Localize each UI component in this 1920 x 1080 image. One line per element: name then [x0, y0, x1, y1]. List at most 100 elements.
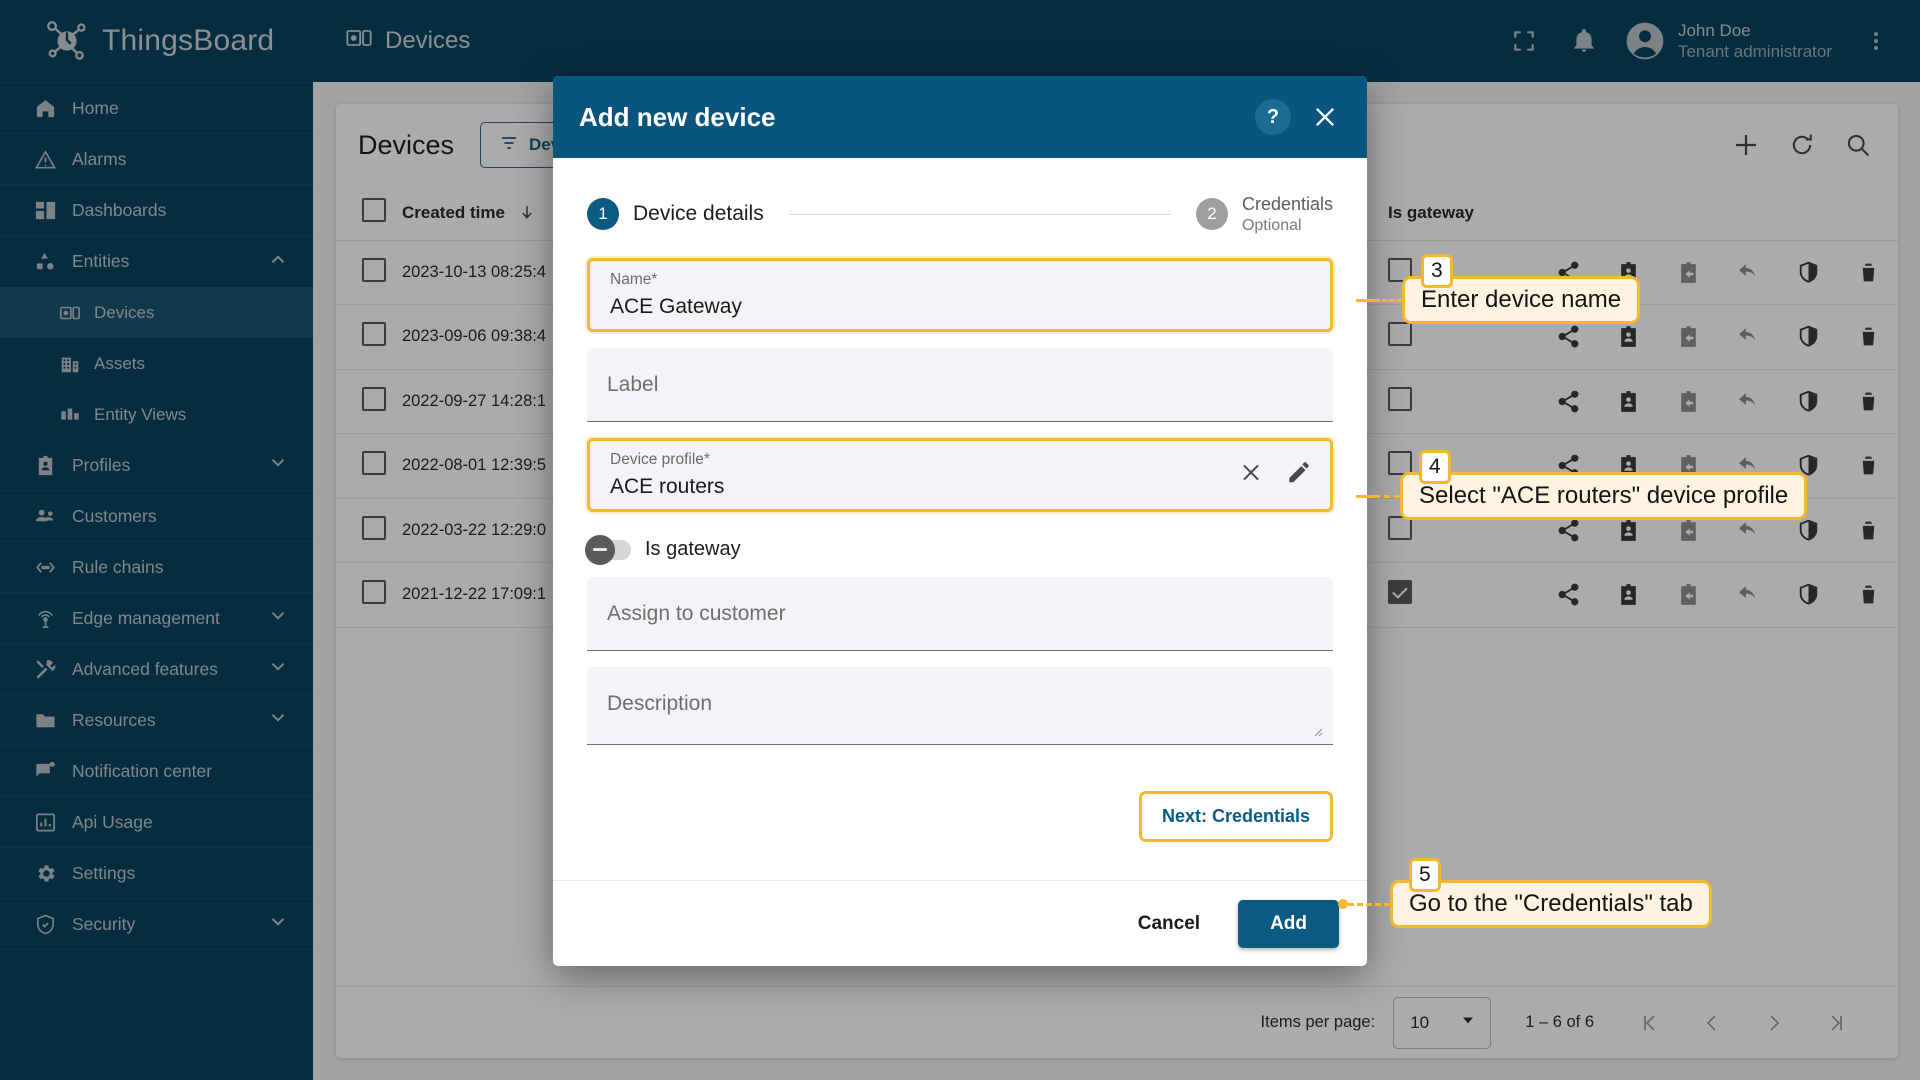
step-device-details[interactable]: 1 Device details	[587, 198, 764, 230]
prev-page-icon[interactable]	[1690, 1001, 1734, 1045]
sidebar-item-profiles[interactable]: Profiles	[0, 440, 313, 491]
delete-trash-icon[interactable]	[1838, 518, 1898, 543]
last-page-icon[interactable]	[1814, 1001, 1858, 1045]
shield-icon[interactable]	[1778, 582, 1838, 607]
share-icon[interactable]	[1538, 582, 1598, 607]
more-vertical-icon[interactable]	[1850, 15, 1902, 67]
contact-card-icon[interactable]	[1598, 453, 1658, 478]
next-page-icon[interactable]	[1752, 1001, 1796, 1045]
step-credentials[interactable]: 2 Credentials Optional	[1195, 193, 1333, 234]
contact-card-icon[interactable]	[1598, 518, 1658, 543]
sidebar-item-resources[interactable]: Resources	[0, 695, 313, 746]
contact-card-icon[interactable]	[1598, 389, 1658, 414]
select-all-header[interactable]	[336, 186, 402, 241]
cell-action-undo[interactable]	[1718, 240, 1778, 305]
cell-action-share[interactable]	[1538, 369, 1598, 434]
share-icon[interactable]	[1538, 324, 1598, 349]
share-icon[interactable]	[1538, 260, 1598, 285]
resize-grip-icon[interactable]	[1311, 724, 1323, 737]
cell-action-credentials[interactable]	[1778, 304, 1838, 370]
delete-trash-icon[interactable]	[1838, 260, 1898, 285]
share-icon[interactable]	[1538, 389, 1598, 414]
bell-icon[interactable]	[1558, 15, 1610, 67]
row-checkbox-cell[interactable]	[336, 498, 402, 563]
device-profile-input[interactable]: ACE routers	[610, 475, 725, 498]
is-gateway-checkbox[interactable]	[1388, 386, 1412, 411]
shield-icon[interactable]	[1778, 518, 1838, 543]
close-x-icon[interactable]	[1238, 460, 1264, 491]
row-checkbox-cell[interactable]	[336, 433, 402, 499]
contact-card-icon[interactable]	[1598, 582, 1658, 607]
close-x-icon[interactable]	[1305, 97, 1345, 137]
user-menu[interactable]: John Doe Tenant administrator	[1624, 20, 1832, 63]
description-field[interactable]: Description	[587, 667, 1333, 745]
device-label-input[interactable]: Label	[607, 373, 659, 396]
cell-action-credentials[interactable]	[1778, 240, 1838, 305]
undo-arrow-icon[interactable]	[1718, 260, 1778, 285]
cell-action-import[interactable]	[1658, 304, 1718, 370]
is-gateway-checkbox[interactable]	[1388, 322, 1412, 347]
sidebar-item-entity-views[interactable]: Entity Views	[0, 389, 313, 440]
sidebar-item-security[interactable]: Security	[0, 899, 313, 950]
row-checkbox-cell[interactable]	[336, 304, 402, 370]
contact-card-icon[interactable]	[1598, 260, 1658, 285]
cell-action-import[interactable]	[1658, 562, 1718, 628]
cell-action-delete[interactable]	[1838, 562, 1898, 628]
sidebar-item-customers[interactable]: Customers	[0, 491, 313, 542]
shield-icon[interactable]	[1778, 324, 1838, 349]
assign-to-customer-field[interactable]: Assign to customer	[587, 577, 1333, 651]
sidebar-item-settings[interactable]: Settings	[0, 848, 313, 899]
row-checkbox-cell[interactable]	[336, 562, 402, 628]
sidebar-item-alarms[interactable]: Alarms	[0, 134, 313, 185]
sidebar-item-advanced-features[interactable]: Advanced features	[0, 644, 313, 695]
fullscreen-icon[interactable]	[1498, 15, 1550, 67]
cell-action-assign[interactable]	[1598, 562, 1658, 628]
pencil-edit-icon[interactable]	[1286, 460, 1312, 491]
delete-trash-icon[interactable]	[1838, 324, 1898, 349]
is-gateway-checkbox[interactable]	[1388, 257, 1412, 282]
row-checkbox[interactable]	[362, 322, 386, 347]
chevron-down-icon[interactable]	[267, 605, 289, 632]
undo-arrow-icon[interactable]	[1718, 389, 1778, 414]
plus-icon[interactable]	[1728, 127, 1764, 163]
cell-action-delete[interactable]	[1838, 433, 1898, 499]
sidebar-item-api-usage[interactable]: Api Usage	[0, 797, 313, 848]
chevron-down-icon[interactable]	[267, 911, 289, 938]
undo-arrow-icon[interactable]	[1718, 582, 1778, 607]
device-name-field[interactable]: Name* ACE Gateway	[587, 258, 1333, 332]
first-page-icon[interactable]	[1628, 1001, 1672, 1045]
row-checkbox-cell[interactable]	[336, 369, 402, 434]
shield-icon[interactable]	[1778, 453, 1838, 478]
row-checkbox[interactable]	[362, 515, 386, 540]
delete-trash-icon[interactable]	[1838, 389, 1898, 414]
is-gateway-toggle-row[interactable]: Is gateway	[585, 534, 1333, 565]
row-checkbox-cell[interactable]	[336, 240, 402, 305]
contact-card-icon[interactable]	[1598, 324, 1658, 349]
sidebar-item-dashboards[interactable]: Dashboards	[0, 185, 313, 236]
next-credentials-link[interactable]: Next: Credentials	[1138, 791, 1333, 842]
assign-to-customer-input[interactable]: Assign to customer	[607, 602, 786, 625]
is-gateway-checkbox[interactable]	[1388, 580, 1412, 605]
cell-action-import[interactable]	[1658, 369, 1718, 434]
chevron-up-icon[interactable]	[267, 248, 289, 275]
import-icon[interactable]	[1658, 453, 1718, 478]
delete-trash-icon[interactable]	[1838, 453, 1898, 478]
chevron-down-icon[interactable]	[267, 452, 289, 479]
undo-arrow-icon[interactable]	[1718, 324, 1778, 349]
share-icon[interactable]	[1538, 518, 1598, 543]
cell-action-credentials[interactable]	[1778, 562, 1838, 628]
select-all-checkbox[interactable]	[362, 198, 386, 223]
row-checkbox[interactable]	[362, 386, 386, 411]
items-per-page-select[interactable]: 10	[1393, 996, 1492, 1049]
cell-action-undo[interactable]	[1718, 562, 1778, 628]
sidebar-item-edge-management[interactable]: Edge management	[0, 593, 313, 644]
import-icon[interactable]	[1658, 389, 1718, 414]
add-button[interactable]: Add	[1238, 899, 1339, 948]
cell-action-delete[interactable]	[1838, 240, 1898, 305]
search-icon[interactable]	[1840, 127, 1876, 163]
cell-action-delete[interactable]	[1838, 304, 1898, 370]
sidebar-item-rule-chains[interactable]: Rule chains	[0, 542, 313, 593]
undo-arrow-icon[interactable]	[1718, 518, 1778, 543]
device-label-field[interactable]: Label	[587, 348, 1333, 422]
cell-action-import[interactable]	[1658, 240, 1718, 305]
